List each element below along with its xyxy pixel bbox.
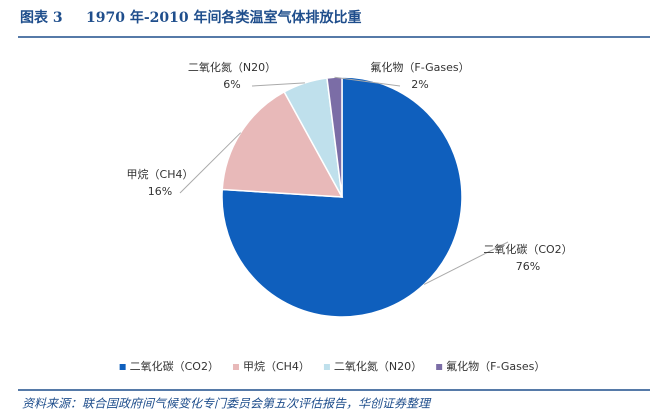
- legend-swatch: [119, 364, 126, 370]
- leader-line: [334, 76, 401, 87]
- source: 资料来源：联合国政府间气候变化专门委员会第五次评估报告，华创证券整理: [22, 397, 432, 411]
- value-label: 6%: [223, 78, 240, 91]
- slice-label: 二氧化碳（CO2）: [483, 242, 572, 256]
- chart-title: 1970 年-2010 年间各类温室气体排放比重: [86, 9, 362, 26]
- value-label: 16%: [148, 185, 172, 198]
- slice-label: 甲烷（CH4）: [127, 167, 194, 181]
- legend-label: 二氧化氮（N20）: [334, 359, 422, 373]
- slice-label: 二氧化氮（N20）: [188, 60, 276, 74]
- legend-label: 氟化物（F-Gases）: [446, 359, 545, 373]
- pie-slice: [326, 76, 343, 198]
- figure-label: 图表 3: [20, 9, 63, 26]
- leader-line: [251, 82, 305, 87]
- pie-slice: [221, 90, 344, 198]
- slice-label: 氟化物（F-Gases）: [370, 60, 469, 74]
- legend-swatch: [323, 364, 330, 370]
- legend-label: 二氧化碳（CO2）: [130, 359, 219, 373]
- pie-slice: [221, 76, 463, 318]
- leader-line: [179, 132, 242, 194]
- legend-swatch: [436, 364, 443, 370]
- value-label: 76%: [516, 260, 540, 273]
- legend-swatch: [232, 364, 239, 370]
- value-label: 2%: [411, 78, 428, 91]
- leader-line: [423, 241, 509, 285]
- legend-label: 甲烷（CH4）: [243, 359, 310, 373]
